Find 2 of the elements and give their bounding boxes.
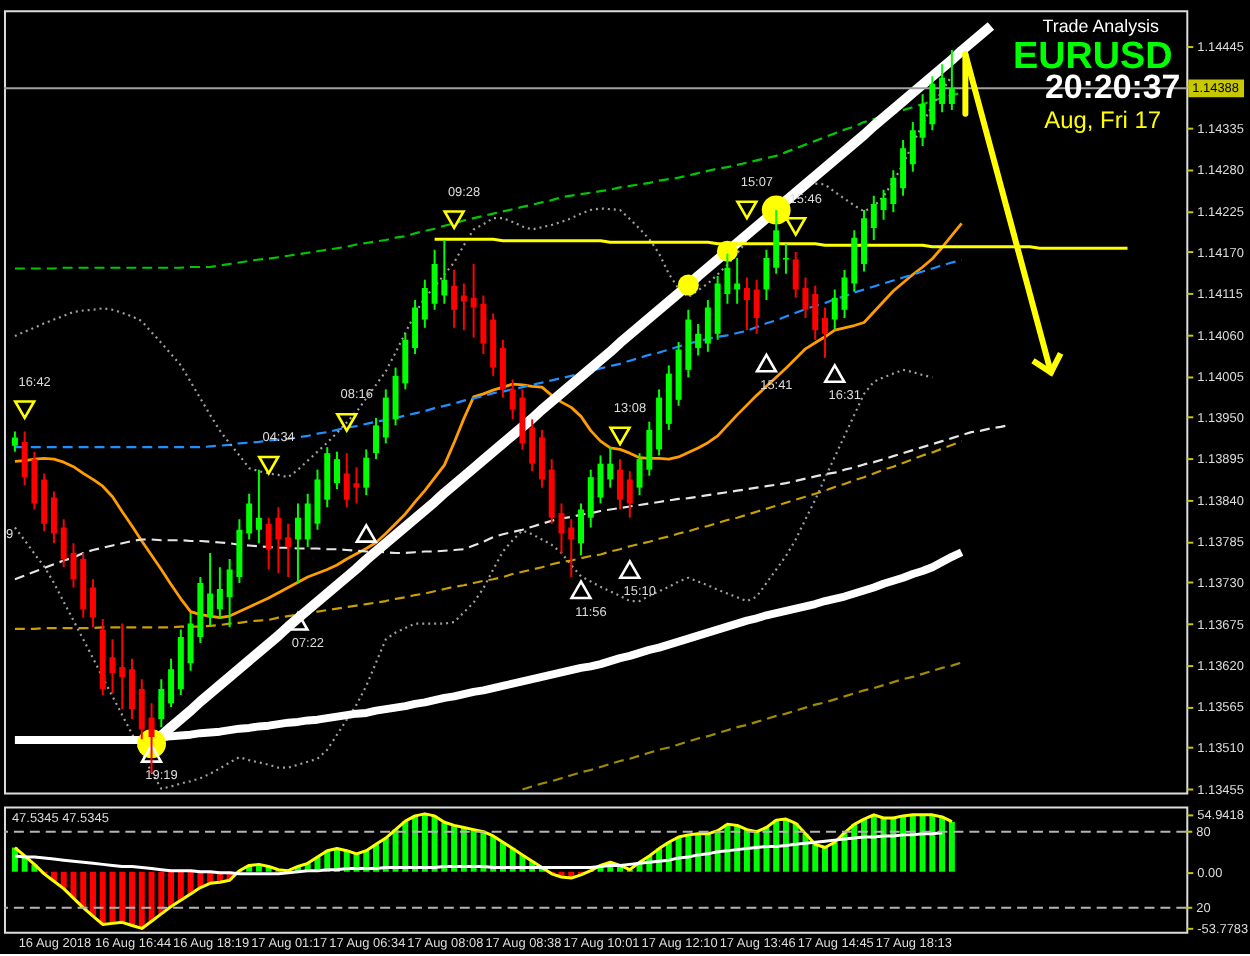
annotation: Aug, Fri 17 [1044, 105, 1162, 134]
annotation: Trade Analysis [1042, 16, 1161, 37]
